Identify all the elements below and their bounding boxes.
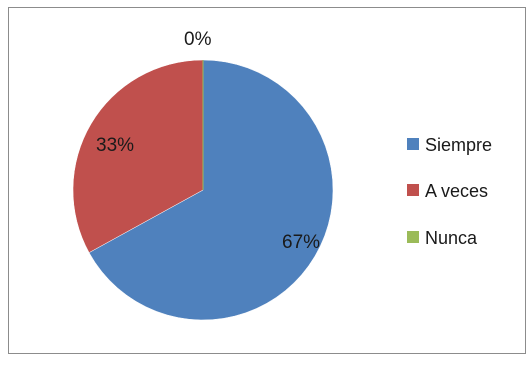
data-label-a-veces: 33% <box>96 135 134 156</box>
legend-label-nunca: Nunca <box>425 228 478 248</box>
legend: Siempre A veces Nunca <box>407 135 492 248</box>
legend-label-a-veces: A veces <box>425 181 488 201</box>
legend-label-siempre: Siempre <box>425 135 492 155</box>
pie-slices <box>72 59 334 321</box>
legend-swatch-nunca <box>407 231 419 243</box>
pie-slice-siempre <box>88 59 334 321</box>
pie-slice-a-veces <box>72 59 204 253</box>
data-label-siempre: 67% <box>282 232 320 253</box>
legend-swatch-siempre <box>407 138 419 150</box>
legend-swatch-a-veces <box>407 184 419 196</box>
data-label-nunca: 0% <box>184 29 212 50</box>
data-labels: 67% 33% 0% <box>96 29 320 253</box>
